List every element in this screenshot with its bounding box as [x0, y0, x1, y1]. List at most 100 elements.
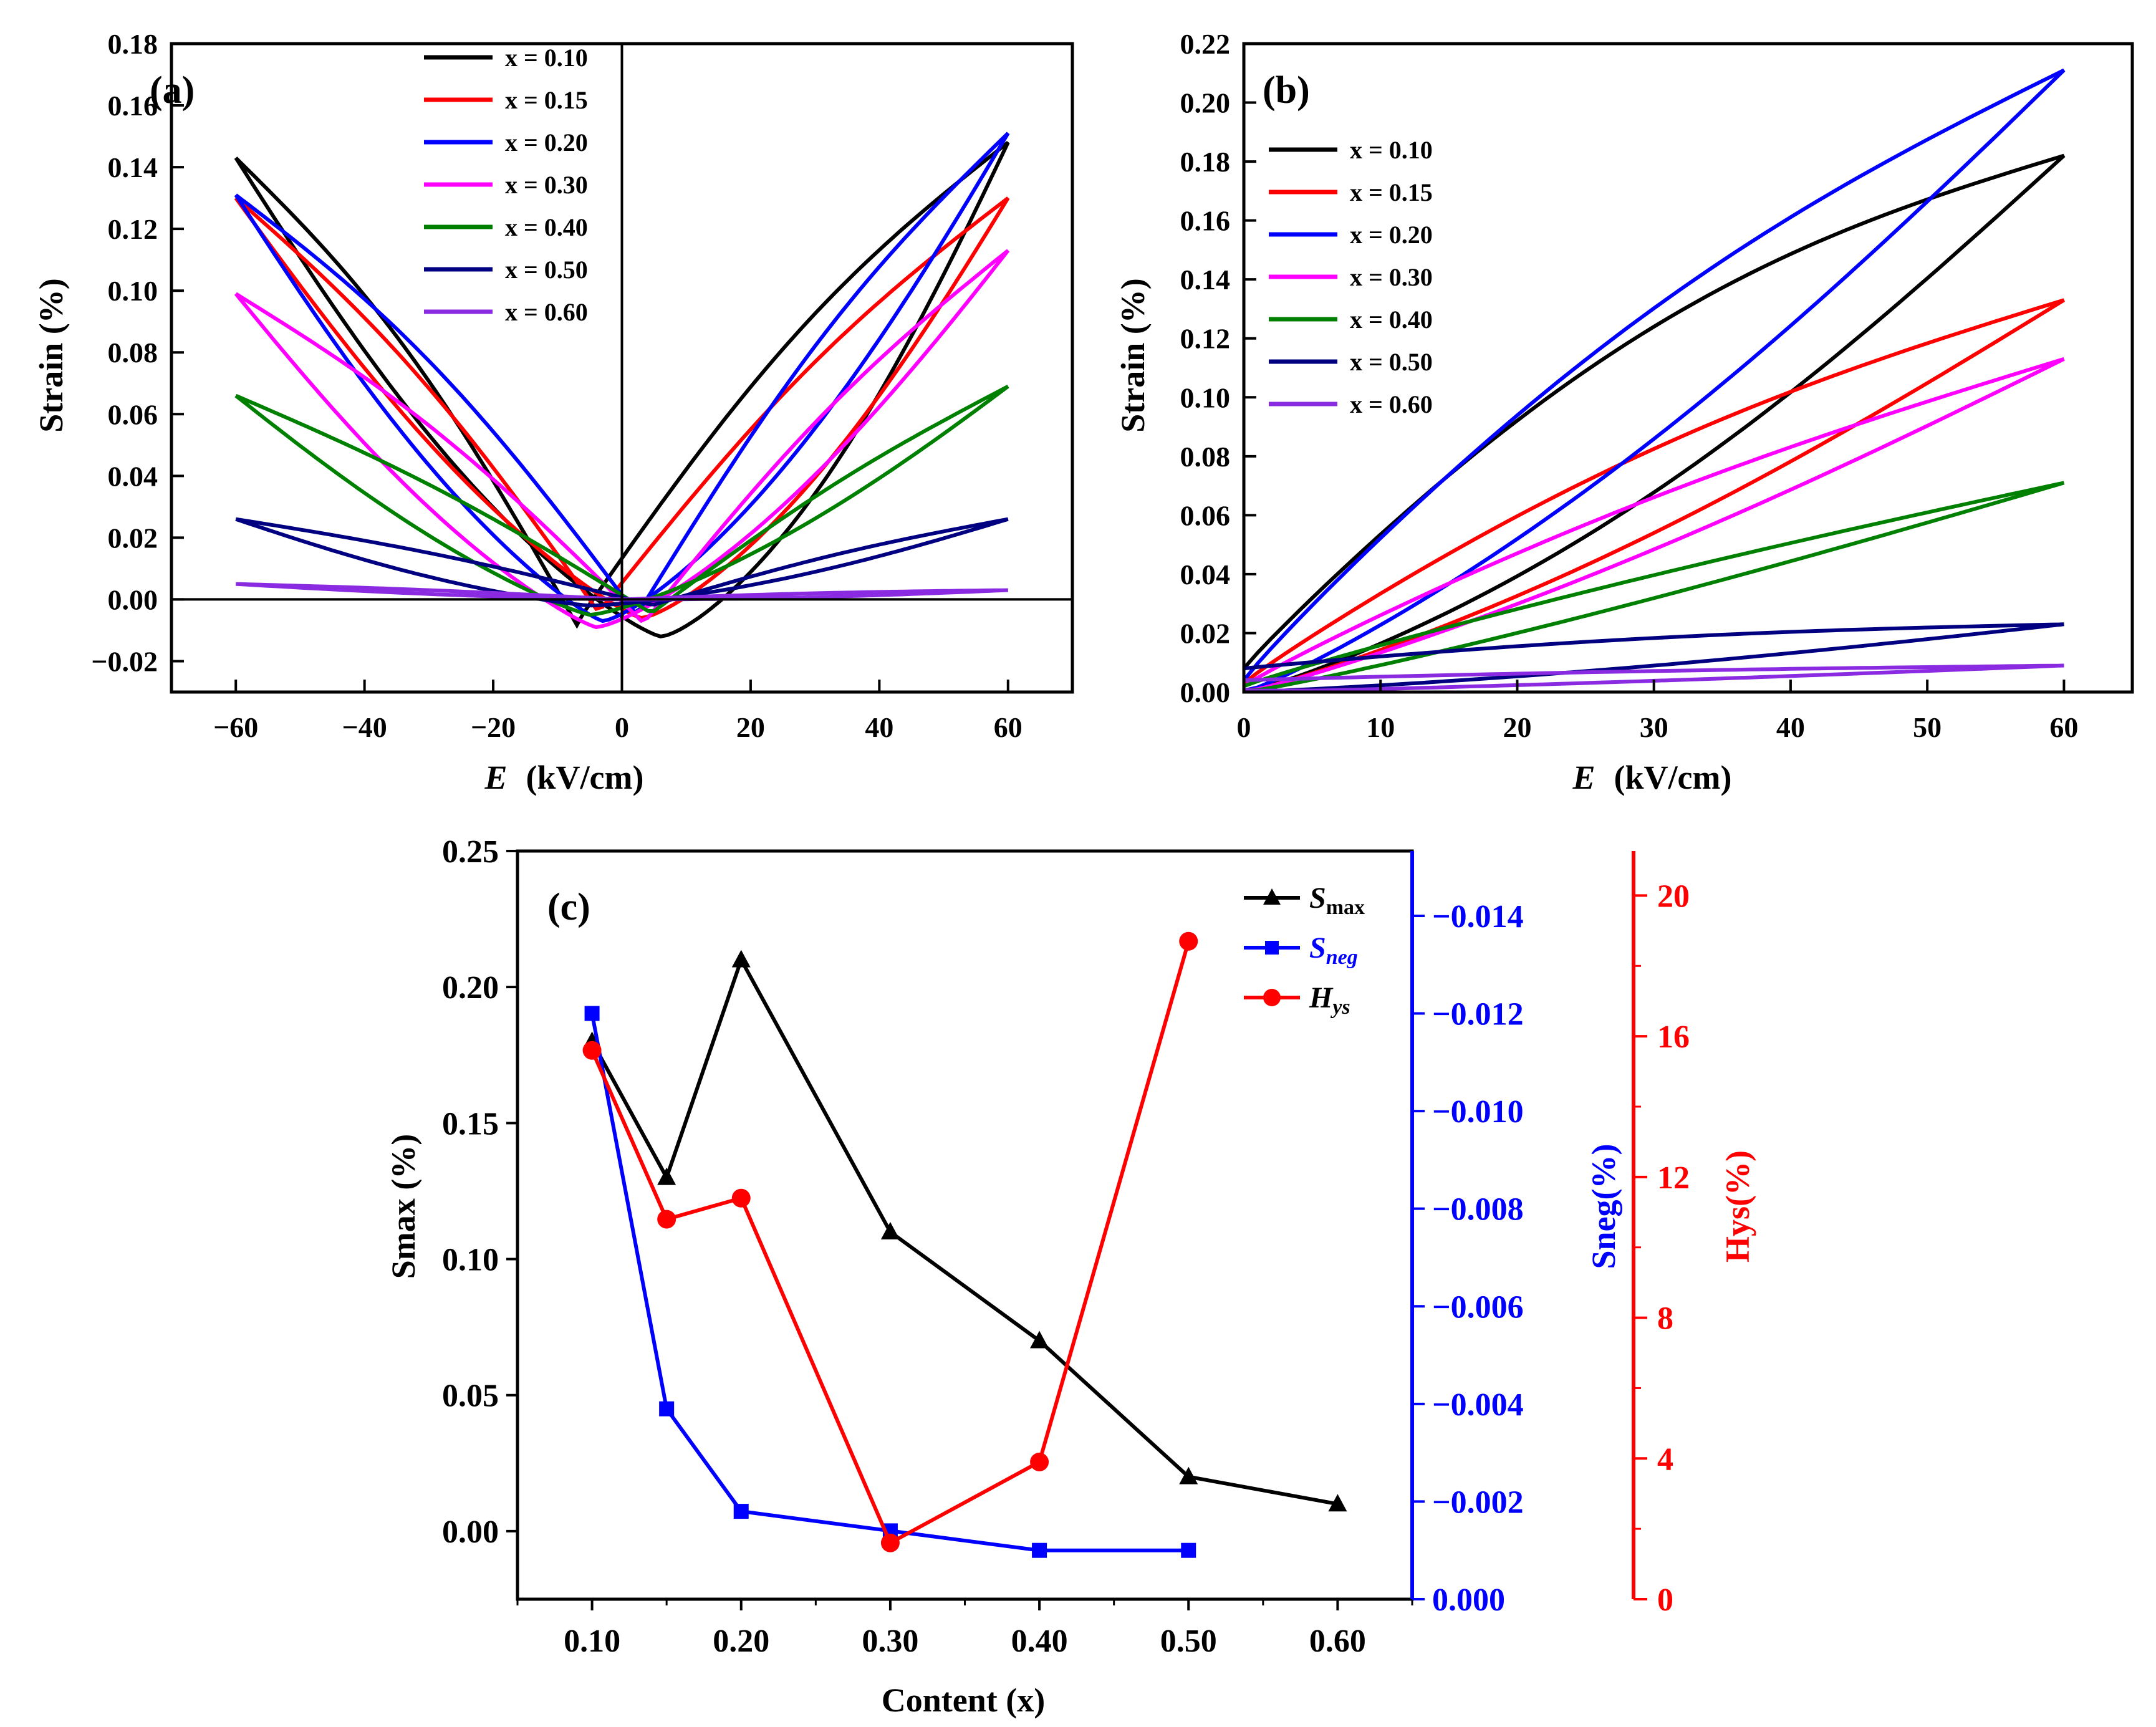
- panel-a-y-axis-title: Strain (%): [32, 278, 70, 432]
- panel-c-series: [582, 931, 1347, 1558]
- panel-c-hys-tick-label: 16: [1657, 1019, 1690, 1055]
- panel-b-label: (b): [1263, 69, 1310, 112]
- panel-b-y-tick-label: 0.06: [1180, 499, 1231, 531]
- panel-c-smax-tick-label: 0.25: [442, 834, 499, 870]
- panel-a-legend-label: x = 0.60: [505, 298, 588, 326]
- panel-c-smax-tick-label: 0.20: [442, 970, 499, 1006]
- panel-b-x-tick-label: 10: [1366, 711, 1395, 743]
- panel-b-x-tick-label: 20: [1503, 711, 1531, 743]
- panel-b-y-tick-label: 0.22: [1180, 28, 1231, 60]
- panel-a-legend: x = 0.10 x = 0.15 x = 0.20 x = 0.30 x = 0.40…: [424, 44, 588, 326]
- panel-a-legend-label: x = 0.50: [505, 256, 588, 284]
- panel-a-y-axis-ticks: −0.02 0.00 0.02 0.04 0.06 0.08 0.10 0.12 0.14 0.1…: [91, 28, 184, 677]
- panel-b-y-tick-label: 0.14: [1180, 264, 1231, 296]
- panel-c-plot-frame: [516, 849, 1414, 1601]
- panel-c-marker-hys: [1179, 931, 1198, 951]
- panel-c-sneg-axis-title: Sneg(%): [1585, 1144, 1622, 1269]
- panel-a-y-tick-label: 0.08: [108, 337, 158, 368]
- panel-b-y-tick-label: 0.10: [1180, 382, 1231, 413]
- panel-c-hys-tick-label: 0: [1657, 1582, 1673, 1618]
- panel-b-y-tick-label: 0.20: [1180, 87, 1231, 119]
- panel-b-curve-2: [1242, 68, 2066, 693]
- panel-c-line-sneg: [590, 1013, 1189, 1552]
- panel-c-marker-hys: [731, 1188, 751, 1208]
- panel-a-label: (a): [150, 69, 195, 112]
- panel-b-y-tick-label: 0.16: [1180, 205, 1231, 237]
- panel-a-y-tick-label: 0.12: [108, 213, 158, 245]
- panel-c-legend-marker: [1263, 989, 1281, 1006]
- panel-c-sneg-tick-label: −0.014: [1432, 899, 1524, 935]
- panel-a-x-tick-label: 60: [994, 711, 1023, 743]
- panel-a-y-tick-label: 0.04: [108, 460, 158, 492]
- panel-b-x-axis-title: E (kV/cm): [1572, 759, 1732, 796]
- panel-a-y-tick-label: 0.06: [108, 398, 158, 430]
- panel-c-marker-hys: [582, 1041, 602, 1060]
- panel-b-y-tick-label: 0.00: [1180, 676, 1231, 708]
- panel-b-y-tick-label: 0.04: [1180, 559, 1231, 590]
- panel-c: 0.10 0.20 0.30 0.40 0.50 0.60 0.000.050.100.1…: [385, 834, 1756, 1719]
- panel-b-y-tick-label: 0.02: [1180, 617, 1231, 649]
- panel-c-marker-smax: [731, 950, 751, 968]
- panel-c-sneg-tick-label: −0.008: [1432, 1192, 1524, 1228]
- panel-b-y-axis-ticks: 0.00 0.02 0.04 0.06 0.08 0.10 0.12 0.14 0.16 0.18…: [1180, 28, 1256, 708]
- panel-b-legend: x = 0.10 x = 0.15 x = 0.20 x = 0.30 x = 0.40…: [1269, 136, 1433, 418]
- panel-c-marker-hys: [1030, 1452, 1049, 1471]
- panel-a-y-tick-label: 0.02: [108, 522, 158, 554]
- panel-a-x-tick-label: 20: [736, 711, 765, 743]
- panel-a-x-tick-label: 0: [615, 711, 629, 743]
- panel-c-hys-axis: 0 4 8 12 16 20: [1632, 851, 1690, 1618]
- panel-b-legend-label: x = 0.40: [1350, 305, 1433, 334]
- panel-c-smax-tick-label: 0.05: [442, 1378, 499, 1414]
- panel-c-x-tick-label: 0.50: [1160, 1624, 1217, 1659]
- panel-c-sneg-tick-label: −0.012: [1432, 997, 1524, 1032]
- panel-a-y-tick-label: 0.18: [108, 28, 158, 60]
- panel-b-x-tick-label: 50: [1913, 711, 1942, 743]
- panel-c-x-tick-label: 0.40: [1011, 1624, 1068, 1659]
- panel-c-legend-label: Hys: [1309, 981, 1350, 1019]
- panel-c-line-hys: [590, 940, 1191, 1546]
- panel-c-marker-sneg: [1032, 1542, 1047, 1558]
- panel-a-x-tick-label: −20: [471, 711, 516, 743]
- panel-a-y-tick-label: 0.14: [108, 152, 158, 183]
- panel-a-legend-label: x = 0.20: [505, 128, 588, 156]
- panel-b-curve-1: [1243, 298, 2065, 693]
- panel-c-marker-smax: [1328, 1494, 1347, 1512]
- panel-c-hys-tick-label: 4: [1657, 1441, 1673, 1477]
- panel-c-hys-axis-title: Hys(%): [1719, 1150, 1756, 1263]
- panel-c-smax-tick-label: 0.15: [442, 1106, 499, 1142]
- panel-a: −60 −40 −20 0 20 40 60 −0.02 0.00 0.02 0.04 0.06 0.…: [32, 28, 1074, 796]
- panel-a-x-tick-label: 40: [865, 711, 893, 743]
- panel-c-marker-smax: [880, 1221, 900, 1239]
- panel-c-marker-hys: [657, 1210, 676, 1229]
- panel-c-marker-smax: [657, 1167, 676, 1185]
- panel-c-sneg-tick-label: −0.004: [1432, 1387, 1524, 1423]
- panel-a-y-tick-label: 0.00: [108, 584, 158, 615]
- panel-c-smax-axis-title: Smax (%): [385, 1134, 422, 1279]
- panel-c-hys-tick-label: 12: [1657, 1160, 1690, 1196]
- panel-a-legend-label: x = 0.10: [505, 44, 588, 72]
- panel-b-curve-3: [1243, 357, 2065, 693]
- panel-c-marker-hys: [880, 1533, 900, 1552]
- panel-a-x-axis-unit: (kV/cm): [526, 759, 644, 796]
- panel-c-smax-tick-label: 0.00: [442, 1514, 499, 1550]
- panel-a-legend-label: x = 0.15: [505, 86, 588, 114]
- panel-c-marker-smax: [1030, 1330, 1049, 1349]
- panel-c-hys-tick-label: 8: [1657, 1301, 1673, 1337]
- panel-b-x-axis-unit: (kV/cm): [1614, 759, 1732, 796]
- panel-b-curve-4: [1243, 481, 2065, 693]
- panel-a-legend-label: x = 0.40: [505, 213, 588, 241]
- panel-c-sneg-axis-ticks: 0.000 −0.002 −0.004 −0.006 −0.008 −0.010 −0.01…: [1410, 851, 1524, 1618]
- panel-c-legend: Smax Sneg Hys: [1244, 882, 1365, 1019]
- panel-b: 0 10 20 30 40 50 60 0.000.020.040.060.080.100.…: [1114, 28, 2134, 796]
- panel-c-sneg-tick-label: −0.010: [1432, 1094, 1524, 1130]
- panel-b-x-tick-label: 60: [2049, 711, 2078, 743]
- panel-c-legend-label: Sneg: [1309, 931, 1358, 969]
- panel-c-hys-tick-label: 20: [1657, 878, 1690, 914]
- panel-b-legend-label: x = 0.15: [1350, 178, 1433, 206]
- panel-c-x-axis-ticks: 0.10 0.20 0.30 0.40 0.50 0.60: [516, 1599, 1413, 1659]
- panel-a-x-axis-var: E: [484, 759, 508, 796]
- panel-b-legend-label: x = 0.50: [1350, 348, 1433, 376]
- panel-a-x-tick-label: −40: [342, 711, 387, 743]
- panel-b-legend-label: x = 0.60: [1350, 390, 1433, 418]
- panel-a-curve-2: [234, 132, 1010, 623]
